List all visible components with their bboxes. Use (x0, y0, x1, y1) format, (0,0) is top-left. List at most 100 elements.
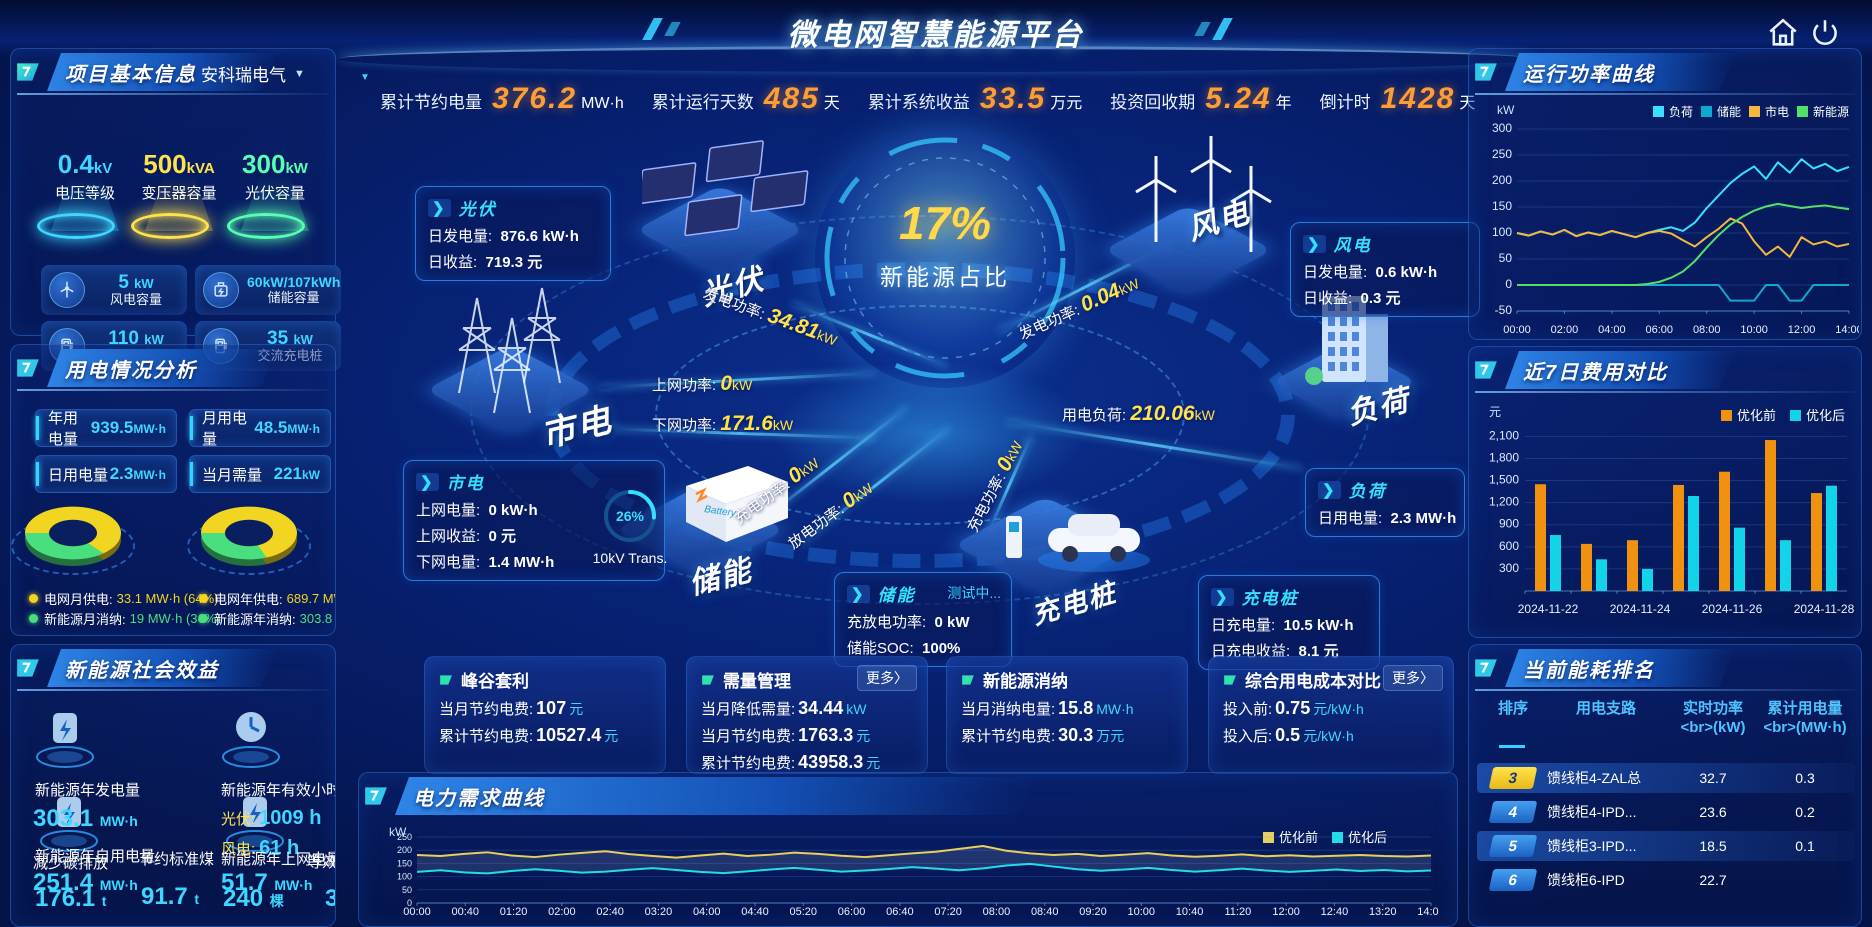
panel-underline (1475, 93, 1855, 95)
flow-label: 用电负荷: 210.06kW (1062, 402, 1215, 425)
legend-swatch (1748, 106, 1760, 117)
usage-stat-pill: 年用电量 939.5MW·h (35, 409, 177, 448)
flow-label: 下网功率: 171.6kW (652, 412, 794, 435)
cost-y-axis-unit: 元 (1489, 405, 1502, 419)
svg-text:12:40: 12:40 (1321, 906, 1349, 918)
legend-label: 新能源年消纳: (214, 612, 296, 627)
hologram-sphere (815, 128, 1075, 388)
ranking-row[interactable]: 5 馈线柜3-IPD... 18.5 0.1 (1477, 831, 1855, 861)
legend-item: 优化后 (1331, 827, 1387, 846)
demand-chart: 0 50 100 150 200 250 00:00 00:40 01:20 02:00 02:40… (383, 832, 1445, 924)
svg-text:1,800: 1,800 (1489, 450, 1519, 464)
info-box-load: ❯ 负荷 日用电量: 2.3 MW·h (1305, 468, 1465, 537)
svg-text:50: 50 (402, 885, 412, 895)
spotlight-ring (227, 213, 305, 239)
panel-project-info: 项目基本信息 安科瑞电气 ▼ 0.4kV 电压等级 500kVA 变压器容量 30… (10, 48, 341, 371)
panel-run-power: 运行功率曲线 kW 负荷 储能 市电 新能源 -50 0 50 100 150 200 250 30… (1468, 48, 1863, 342)
legend-swatch (1652, 106, 1664, 117)
legend-item: 优化后 (1789, 405, 1845, 424)
power-icon[interactable] (1808, 16, 1842, 50)
info-box-line: 日收益: 0.3 元 (1303, 290, 1401, 307)
svg-text:02:40: 02:40 (596, 906, 624, 918)
info-box-pv: ❯ 光伏 日发电量: 876.6 kW·h 日收益: 719.3 元 (415, 186, 611, 281)
card-row: 累计节约电费: 30.3 万元 (961, 725, 1125, 745)
panel-7day-cost-header: 近7日费用对比 (1505, 351, 1735, 389)
panel-corner-icon (1475, 659, 1497, 677)
storage-battery-art: Battery (676, 460, 796, 546)
svg-text:04:00: 04:00 (1598, 324, 1626, 336)
info-box-title: ❯ 储能 (847, 581, 999, 606)
svg-text:0: 0 (407, 898, 412, 908)
card-title: 综合用电成本对比 (1223, 667, 1439, 692)
total-energy: 0.1 (1795, 838, 1815, 854)
legend-swatch (1789, 410, 1801, 421)
gen-label: 新能源年发电量 (35, 782, 141, 799)
info-box-line: 日发电量: 876.6 kW·h (428, 228, 579, 245)
hours-pv: 光伏: 1009 h (221, 807, 322, 829)
ranking-header: 用电支路 (1575, 700, 1636, 717)
rank-badge: 3 (1488, 767, 1538, 789)
svg-text:08:00: 08:00 (1693, 324, 1721, 336)
chevron-right-icon: ❯ (1211, 587, 1234, 606)
ranking-row[interactable]: 6 馈线柜6-IPD 22.7 (1477, 865, 1855, 895)
spotlight-ring (131, 213, 209, 239)
info-box-charger: ❯ 充电桩 日充电量: 10.5 kW·h 日充电收益: 8.1 元 (1198, 575, 1380, 670)
legend-swatch (1796, 106, 1808, 117)
svg-text:2024-11-26: 2024-11-26 (1702, 602, 1763, 616)
ranking-row[interactable]: 4 馈线柜4-IPD... 23.6 0.2 (1477, 797, 1855, 827)
card-title: 需量管理 (701, 667, 913, 692)
more-button[interactable]: 更多〉 (857, 665, 917, 691)
header-swoosh (336, 46, 1536, 72)
kpi-item: 累计节约电量 376.2 MW·h (366, 82, 638, 116)
run-power-chart: -50 0 50 100 150 200 250 300 00:00 02:00 04:00 06:0… (1473, 119, 1863, 342)
svg-text:1,500: 1,500 (1489, 473, 1519, 487)
info-box-title: ❯ 光伏 (428, 195, 598, 220)
info-box-line: 上网电量: 0 kW·h (416, 502, 538, 519)
legend-dot (199, 594, 208, 603)
capacity-spotlight: 0.4kV 电压等级 (37, 149, 133, 239)
legend-item: 负荷 (1652, 103, 1693, 120)
info-box-line: 下网电量: 1.4 MW·h (416, 554, 555, 571)
svg-text:08:00: 08:00 (983, 906, 1011, 918)
home-icon[interactable] (1766, 16, 1800, 50)
card-row: 当月节约电费: 107 元 (439, 698, 584, 718)
svg-text:300: 300 (1492, 121, 1512, 135)
panel-benefit-header: 新能源社会效益 (47, 649, 277, 687)
capacity-spotlight: 300kW 光伏容量 (227, 149, 323, 239)
kpi-value: 376.2 (492, 81, 578, 115)
usage-stat-pill: 日用电量 2.3MW·h (35, 455, 177, 493)
svg-text:06:00: 06:00 (1646, 324, 1674, 336)
spotlight-ring (37, 213, 115, 239)
tile-value: 35 kW (267, 327, 313, 349)
svg-text:150: 150 (397, 858, 412, 868)
kpi-label: 累计运行天数 (651, 92, 754, 112)
hours-pedestal-icon (219, 701, 283, 771)
svg-text:900: 900 (1499, 517, 1519, 531)
panel-7day-cost: 近7日费用对比 元 优化前 优化后 300 600 900 1,200 1,500 1,80… (1468, 346, 1862, 638)
company-select[interactable]: 安科瑞电气 ▼ (201, 66, 305, 85)
status-badge: 测试中... (947, 585, 1001, 601)
transformer-label: 10kV Trans. (592, 550, 668, 566)
svg-text:250: 250 (1492, 147, 1512, 161)
stat-value: 48.5MW·h (254, 418, 320, 437)
rank-badge: 5 (1488, 835, 1538, 857)
stat-value: 2.3MW·h (109, 464, 166, 483)
panel-underline (1475, 391, 1855, 393)
stat-value: 221kW (273, 464, 320, 483)
more-button[interactable]: 更多〉 (1383, 665, 1443, 691)
total-energy: 0.3 (1795, 770, 1815, 786)
kpi-label: 倒计时 (1319, 92, 1371, 112)
ranking-row[interactable]: 3 馈线柜4-ZAL总 32.7 0.3 (1477, 763, 1855, 793)
donut-legend-item: 电网年供电:689.7 MW·h (69%) (199, 589, 335, 608)
info-box-wind: ❯ 风电 日发电量: 0.6 kW·h 日收益: 0.3 元 (1290, 222, 1480, 317)
svg-text:10:00: 10:00 (1128, 906, 1156, 918)
info-box-title: ❯ 市电 (416, 469, 652, 494)
capacity-tile: 60kW/107kWh 储能容量 (195, 265, 341, 315)
svg-text:05:20: 05:20 (790, 906, 818, 918)
ranking-header: 实时功率<br>(kW) (1680, 700, 1746, 736)
legend-label: 新能源月消纳: (44, 612, 126, 627)
panel-corner-icon (17, 659, 39, 677)
svg-text:12:00: 12:00 (1788, 324, 1816, 336)
hours-wind: 风电: 61 h (221, 837, 300, 859)
